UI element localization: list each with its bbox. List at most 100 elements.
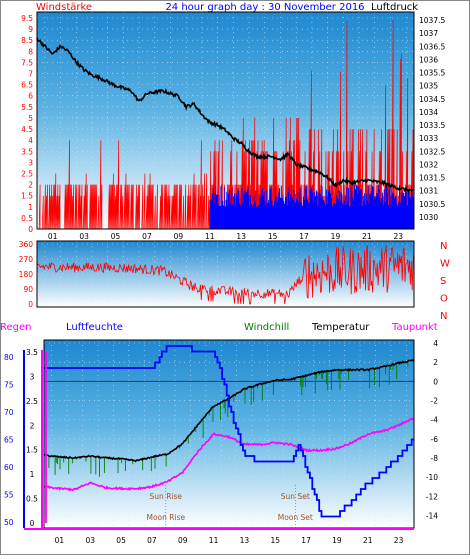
annotation-moon-rise: Moon Rise	[146, 513, 185, 522]
panel-1-frame	[36, 11, 415, 230]
y-tick-label: 90	[23, 285, 33, 294]
x-tick-label: 13	[240, 536, 250, 545]
chart-title: 24 hour graph day : 30 November 2016	[165, 2, 364, 13]
annotation-moon-set: Moon Set	[278, 513, 313, 522]
x-tick-label: 15	[270, 536, 280, 545]
legend-label: Temperatur	[311, 322, 370, 333]
x-tick-label: 03	[79, 232, 89, 241]
compass-label: O	[440, 294, 448, 305]
y-left-tick-label: 6.5	[21, 81, 33, 90]
panel-3-series	[43, 345, 415, 523]
x-tick-label: 21	[362, 232, 372, 241]
y-right-tick-label: 1035	[419, 82, 438, 91]
annotation-sun-set: Sun Set	[281, 492, 310, 501]
y-left-tick-label: 5	[28, 114, 33, 123]
x-tick-label: 11	[209, 536, 219, 545]
y-right-tick-label: 2	[433, 358, 438, 367]
y-rain-tick-label: 1.5	[26, 446, 38, 455]
y-left-tick-label: 2	[28, 181, 33, 190]
x-tick-label: 09	[178, 536, 188, 545]
x-tick-label: 01	[48, 232, 58, 241]
y-humidity-tick-label: 70	[4, 408, 14, 417]
y-rain-tick-label: 0.5	[26, 495, 38, 504]
x-tick-label: 17	[301, 536, 311, 545]
y-right-tick-label: -8	[431, 454, 439, 463]
y-right-tick-label: -4	[431, 416, 439, 425]
y-left-tick-label: 2.5	[21, 169, 33, 178]
y-humidity-tick-label: 80	[4, 353, 14, 362]
compass-label: W	[440, 259, 450, 270]
compass-label: N	[440, 241, 447, 252]
wind-pressure-panel: Windstärke 24 hour graph day : 30 Novemb…	[21, 2, 445, 241]
y-right-tick-label: 0	[433, 377, 438, 386]
x-tick-label: 19	[332, 536, 342, 545]
header-luftdruck: Luftdruck	[371, 2, 418, 13]
y-right-tick-label: 1036	[419, 55, 438, 64]
x-tick-label: 23	[394, 232, 404, 241]
y-right-tick-label: -6	[431, 435, 439, 444]
y-left-tick-label: 4.5	[21, 125, 33, 134]
x-tick-label: 21	[363, 536, 373, 545]
x-tick-label: 07	[147, 536, 157, 545]
y-right-tick-label: 1035.5	[419, 69, 445, 78]
y-left-tick-label: 6	[28, 92, 33, 101]
y-left-tick-label: 5.5	[21, 103, 33, 112]
x-tick-label: 05	[111, 232, 121, 241]
y-tick-label: 0	[28, 300, 33, 309]
y-left-tick-label: 0	[28, 225, 33, 234]
x-tick-label: 17	[299, 232, 309, 241]
y-left-tick-label: 1.5	[21, 192, 33, 201]
y-right-tick-label: 1033.5	[419, 121, 445, 130]
y-rain-tick-label: 1	[30, 470, 35, 479]
x-tick-label: 23	[394, 536, 404, 545]
panel-3-grid	[44, 340, 414, 528]
x-tick-label: 13	[236, 232, 246, 241]
y-right-tick-label: 1037.5	[419, 16, 445, 25]
y-right-tick-label: 1031	[419, 187, 438, 196]
y-right-tick-label: -14	[426, 511, 438, 520]
y-left-tick-label: 9.5	[21, 14, 33, 23]
y-tick-label: 270	[19, 255, 34, 264]
y-rain-tick-label: 3.5	[26, 348, 38, 357]
y-right-tick-label: -10	[426, 473, 438, 482]
legend-label: Taupunkt	[391, 322, 438, 333]
y-right-tick-label: 1034	[419, 108, 438, 117]
y-right-tick-label: 1034.5	[419, 95, 445, 104]
x-tick-label: 11	[205, 232, 215, 241]
panel-3-background	[44, 340, 414, 528]
x-tick-label: 15	[268, 232, 278, 241]
y-left-tick-label: 1	[28, 203, 33, 212]
y-humidity-tick-label: 55	[4, 491, 14, 500]
y-right-tick-label: 1033	[419, 134, 438, 143]
y-rain-tick-label: 0	[30, 519, 35, 528]
panel-2-frame	[36, 240, 415, 308]
y-humidity-tick-label: 50	[4, 518, 14, 527]
y-humidity-tick-label: 60	[4, 463, 14, 472]
y-left-tick-label: 3	[28, 158, 33, 167]
dewpoint-series	[44, 417, 415, 492]
y-rain-tick-label: 2	[30, 421, 35, 430]
compass-label: S	[440, 276, 446, 287]
annotation-sun-rise: Sun Rise	[150, 492, 183, 501]
y-right-tick-label: 1037	[419, 29, 438, 38]
wind-mean-series	[209, 184, 414, 229]
y-left-tick-label: 8	[28, 47, 33, 56]
y-left-tick-label: 7	[28, 70, 33, 79]
y-tick-label: 180	[19, 270, 34, 279]
y-left-tick-label: 9	[28, 25, 33, 34]
y-right-tick-label: 1036.5	[419, 42, 445, 51]
y-humidity-tick-label: 75	[4, 381, 14, 390]
y-right-tick-label: 1031.5	[419, 174, 445, 183]
panel-1-axes: 0 0.5 1 1.5 2 2.5 3 3.5 4 4.5 5 5.5 6 6.5 7 7.5 8 8.5 9 9.5…	[21, 14, 445, 241]
y-rain-tick-label: 2.5	[26, 397, 38, 406]
y-left-tick-label: 3.5	[21, 147, 33, 156]
legend-label: Regen	[0, 322, 32, 333]
panel-3-legend: Regen Luftfeuchte Windchill Temperatur Taupu…	[0, 322, 438, 333]
compass-label: N	[440, 311, 447, 322]
y-humidity-tick-label: 65	[4, 436, 14, 445]
panel-2-series	[36, 244, 415, 305]
